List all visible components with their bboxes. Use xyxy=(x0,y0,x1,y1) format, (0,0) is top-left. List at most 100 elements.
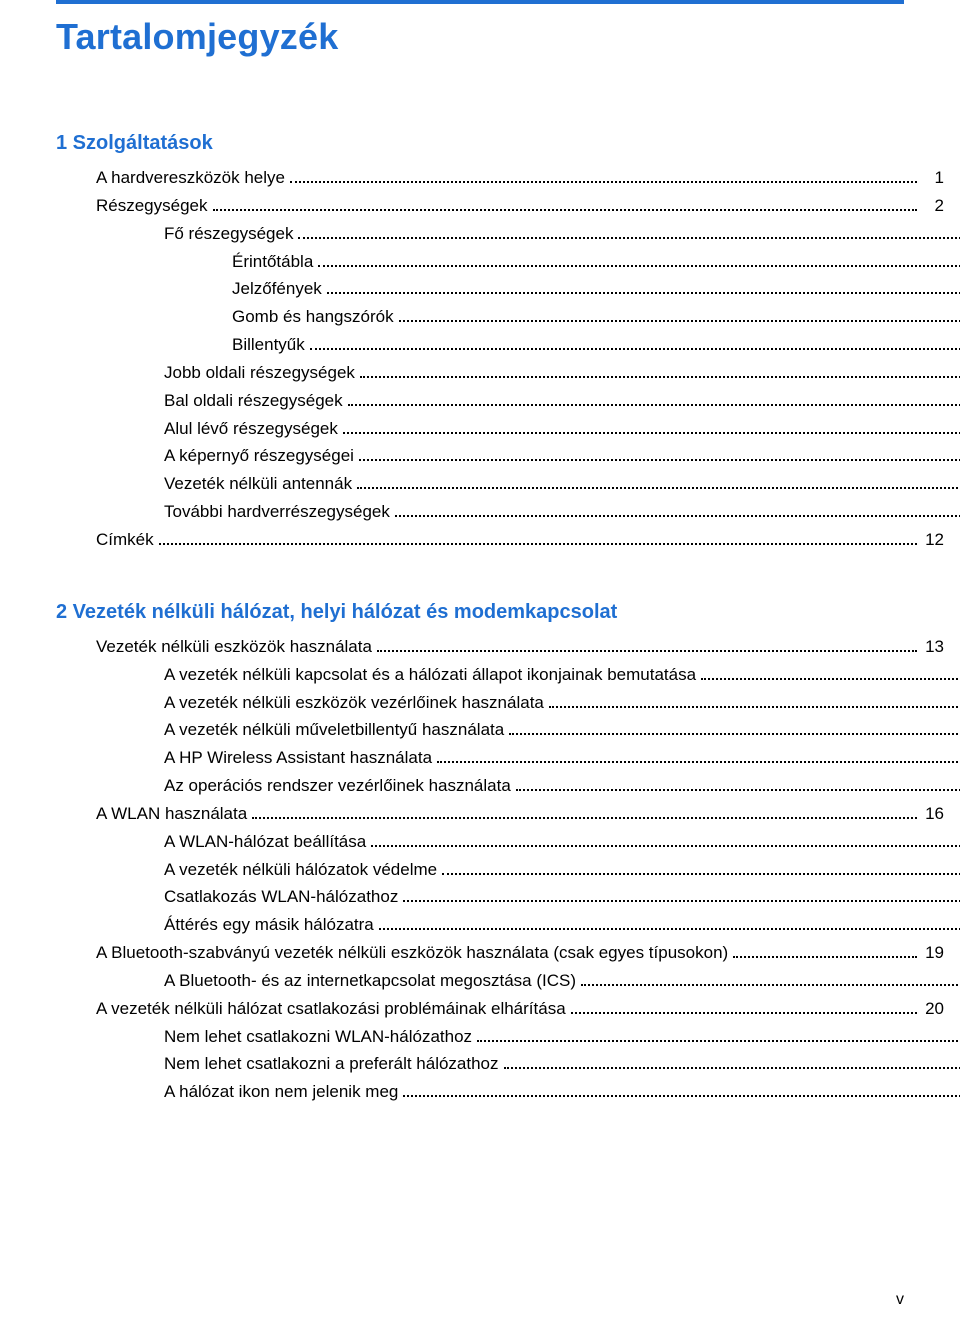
toc-row[interactable]: Jelzőfények3 xyxy=(56,276,960,302)
toc-page: 13 xyxy=(922,634,944,660)
page-number: v xyxy=(896,1291,904,1309)
toc-label: Jelzőfények xyxy=(232,276,322,302)
toc-row[interactable]: Jobb oldali részegységek6 xyxy=(56,360,960,386)
toc-row[interactable]: Nem lehet csatlakozni a preferált hálóza… xyxy=(56,1051,960,1077)
toc-row[interactable]: A képernyő részegységei9 xyxy=(56,443,960,469)
toc-leader xyxy=(395,515,960,517)
toc-row[interactable]: A vezeték nélküli eszközök vezérlőinek h… xyxy=(56,690,960,716)
toc-row[interactable]: Csatlakozás WLAN-hálózathoz18 xyxy=(56,884,960,910)
toc-label: Alul lévő részegységek xyxy=(164,416,338,442)
toc-label: Billentyűk xyxy=(232,332,305,358)
toc-row[interactable]: Alul lévő részegységek8 xyxy=(56,416,960,442)
toc-label: A Bluetooth- és az internetkapcsolat meg… xyxy=(164,968,576,994)
toc-row[interactable]: Érintőtábla2 xyxy=(56,249,960,275)
toc-leader xyxy=(310,348,960,350)
toc-leader xyxy=(581,984,960,986)
toc-leader xyxy=(477,1040,960,1042)
toc-leader xyxy=(343,432,960,434)
toc-label: Vezeték nélküli antennák xyxy=(164,471,352,497)
toc-leader xyxy=(504,1067,960,1069)
toc-row[interactable]: A vezeték nélküli hálózat csatlakozási p… xyxy=(56,996,944,1022)
toc-row[interactable]: A HP Wireless Assistant használata15 xyxy=(56,745,960,771)
table-of-contents: 1 SzolgáltatásokA hardvereszközök helye1… xyxy=(56,128,904,1106)
page: Tartalomjegyzék 1 Szolgáltatások A hardve… xyxy=(0,0,960,1339)
toc-leader xyxy=(549,706,960,708)
toc-label: Bal oldali részegységek xyxy=(164,388,343,414)
toc-leader xyxy=(290,181,917,183)
toc-label: A hálózat ikon nem jelenik meg xyxy=(164,1079,398,1105)
toc-row[interactable]: Vezeték nélküli eszközök használata 13 xyxy=(56,634,944,660)
toc-label: A hardvereszközök helye xyxy=(96,165,285,191)
toc-label: További hardverrészegységek xyxy=(164,499,390,525)
page-title: Tartalomjegyzék xyxy=(56,16,904,58)
toc-label: Érintőtábla xyxy=(232,249,313,275)
toc-leader xyxy=(701,678,960,680)
toc-row[interactable]: A Bluetooth- és az internetkapcsolat meg… xyxy=(56,968,960,994)
toc-page: 19 xyxy=(922,940,944,966)
toc-leader xyxy=(509,733,960,735)
toc-label: Az operációs rendszer vezérlőinek haszná… xyxy=(164,773,511,799)
toc-leader xyxy=(359,459,960,461)
toc-page: 2 xyxy=(922,193,944,219)
toc-label: Gomb és hangszórók xyxy=(232,304,394,330)
toc-label: A Bluetooth-szabványú vezeték nélküli es… xyxy=(96,940,728,966)
toc-row[interactable]: A hardvereszközök helye 1 xyxy=(56,165,944,191)
toc-leader xyxy=(327,292,960,294)
toc-row[interactable]: Gomb és hangszórók4 xyxy=(56,304,960,330)
toc-leader xyxy=(377,650,917,652)
toc-leader xyxy=(213,209,917,211)
toc-row[interactable]: A WLAN-hálózat beállítása16 xyxy=(56,829,960,855)
toc-leader xyxy=(379,928,960,930)
toc-row[interactable]: Vezeték nélküli antennák9 xyxy=(56,471,960,497)
toc-leader xyxy=(571,1012,917,1014)
toc-row[interactable]: Nem lehet csatlakozni WLAN-hálózathoz20 xyxy=(56,1024,960,1050)
toc-label: Jobb oldali részegységek xyxy=(164,360,355,386)
toc-row[interactable]: Az operációs rendszer vezérlőinek haszná… xyxy=(56,773,960,799)
toc-row[interactable]: A vezeték nélküli műveletbillentyű haszn… xyxy=(56,717,960,743)
toc-label: A vezeték nélküli hálózatok védelme xyxy=(164,857,437,883)
toc-row[interactable]: A hálózat ikon nem jelenik meg21 xyxy=(56,1079,960,1105)
toc-row[interactable]: Áttérés egy másik hálózatra18 xyxy=(56,912,960,938)
toc-leader xyxy=(437,761,960,763)
section-heading: 1 Szolgáltatások xyxy=(56,128,904,159)
toc-row[interactable]: A vezeték nélküli hálózatok védelme17 xyxy=(56,857,960,883)
toc-leader xyxy=(399,320,960,322)
toc-label: A vezeték nélküli eszközök vezérlőinek h… xyxy=(164,690,544,716)
toc-row[interactable]: A Bluetooth-szabványú vezeték nélküli es… xyxy=(56,940,944,966)
toc-leader xyxy=(252,817,917,819)
toc-row[interactable]: További hardverrészegységek11 xyxy=(56,499,960,525)
toc-page: 16 xyxy=(922,801,944,827)
toc-leader xyxy=(733,956,917,958)
toc-leader xyxy=(371,845,960,847)
toc-leader xyxy=(348,404,960,406)
toc-leader xyxy=(318,265,960,267)
toc-label: Nem lehet csatlakozni WLAN-hálózathoz xyxy=(164,1024,472,1050)
toc-label: A HP Wireless Assistant használata xyxy=(164,745,432,771)
toc-row[interactable]: Bal oldali részegységek7 xyxy=(56,388,960,414)
toc-row[interactable]: Részegységek 2 xyxy=(56,193,944,219)
toc-leader xyxy=(298,237,960,239)
toc-label: A WLAN-hálózat beállítása xyxy=(164,829,366,855)
toc-leader xyxy=(360,376,960,378)
toc-leader xyxy=(159,543,917,545)
toc-leader xyxy=(403,1095,960,1097)
toc-label: Vezeték nélküli eszközök használata xyxy=(96,634,372,660)
toc-page: 1 xyxy=(922,165,944,191)
toc-row[interactable]: A WLAN használata 16 xyxy=(56,801,944,827)
section-gap xyxy=(56,555,904,583)
toc-label: Áttérés egy másik hálózatra xyxy=(164,912,374,938)
section-heading: 2 Vezeték nélküli hálózat, helyi hálózat… xyxy=(56,597,904,628)
toc-row[interactable]: Fő részegységek2 xyxy=(56,221,960,247)
toc-row[interactable]: Billentyűk5 xyxy=(56,332,960,358)
toc-label: Nem lehet csatlakozni a preferált hálóza… xyxy=(164,1051,499,1077)
toc-label: A WLAN használata xyxy=(96,801,247,827)
toc-page: 20 xyxy=(922,996,944,1022)
toc-row[interactable]: A vezeték nélküli kapcsolat és a hálózat… xyxy=(56,662,960,688)
toc-row[interactable]: Címkék12 xyxy=(56,527,944,553)
toc-leader xyxy=(403,900,960,902)
toc-leader xyxy=(357,487,960,489)
toc-label: Részegységek xyxy=(96,193,208,219)
toc-leader xyxy=(442,873,960,875)
toc-leader xyxy=(516,789,960,791)
toc-label: Csatlakozás WLAN-hálózathoz xyxy=(164,884,398,910)
